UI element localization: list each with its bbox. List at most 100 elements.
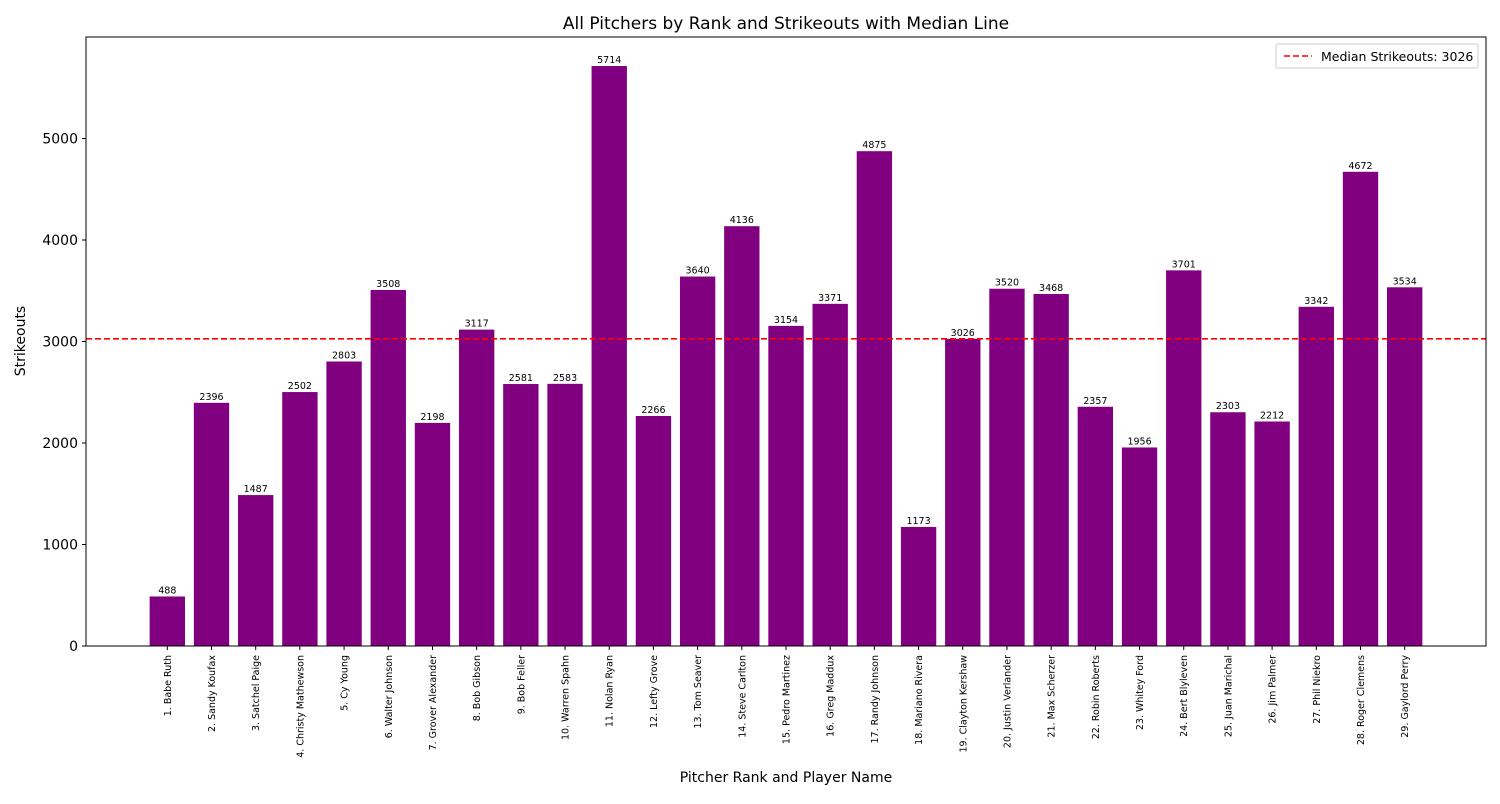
x-tick-label: 25. Juan Marichal (1223, 655, 1234, 737)
bar (945, 338, 981, 646)
data-label: 2212 (1260, 410, 1284, 421)
data-label: 4136 (730, 215, 754, 226)
bar (591, 66, 627, 647)
x-tick-label: 17. Randy Johnson (870, 655, 881, 743)
bar (503, 384, 539, 646)
y-tick-label: 4000 (42, 233, 78, 249)
bar (1121, 447, 1158, 646)
data-label: 3117 (465, 319, 489, 330)
bar (547, 383, 583, 646)
data-label: 2198 (420, 412, 444, 423)
x-tick-label: 8. Bob Gibson (472, 655, 483, 721)
bar (1254, 421, 1290, 646)
bar (1387, 287, 1423, 646)
x-tick-label: 9. Bob Feller (516, 655, 527, 714)
x-tick-label: 18. Mariano Rivera (914, 655, 925, 745)
x-tick-label: 15. Pedro Martinez (782, 655, 793, 744)
bar (458, 329, 495, 646)
x-tick-label: 11. Nolan Ryan (605, 655, 616, 727)
data-label: 3371 (818, 293, 842, 304)
x-tick-label: 2. Sandy Koufax (207, 655, 218, 732)
chart-title: All Pitchers by Rank and Strikeouts with… (563, 14, 1009, 34)
bar (326, 361, 362, 646)
data-label: 3468 (1039, 283, 1063, 294)
legend: Median Strikeouts: 3026 (1275, 43, 1479, 69)
data-label: 3701 (1172, 259, 1196, 270)
data-label: 3520 (995, 278, 1019, 289)
bar (1298, 306, 1334, 646)
x-tick-label: 1. Babe Ruth (163, 655, 174, 716)
y-tick-label: 1000 (42, 538, 78, 554)
y-tick-label: 3000 (42, 335, 78, 351)
bar (1342, 171, 1379, 647)
x-tick-label: 23. Whitey Ford (1135, 655, 1146, 730)
data-label: 4875 (862, 140, 886, 151)
x-tick-label: 28. Roger Clemens (1356, 655, 1367, 745)
bar (679, 276, 716, 646)
x-axis-label: Pitcher Rank and Player Name (680, 770, 892, 786)
data-label: 2581 (509, 373, 533, 384)
y-tick-label: 0 (69, 639, 78, 655)
bar (149, 596, 185, 646)
bar (282, 392, 318, 646)
data-label: 3534 (1393, 276, 1417, 287)
bar (1033, 293, 1069, 646)
data-label: 488 (158, 585, 176, 596)
data-label: 3026 (951, 328, 975, 339)
x-tick-label: 20. Justin Verlander (1002, 655, 1013, 748)
x-tick-label: 22. Robin Roberts (1091, 655, 1102, 739)
bar (989, 288, 1025, 646)
bar (1077, 406, 1114, 646)
bar (812, 303, 848, 646)
x-tick-label: 10. Warren Spahn (561, 655, 572, 740)
bar (414, 422, 451, 646)
x-tick-label: 21. Max Scherzer (1047, 655, 1058, 738)
bar (768, 325, 804, 646)
bar (1210, 412, 1246, 646)
bar (370, 289, 406, 646)
plot-frame (85, 36, 1487, 647)
x-tick-label: 16. Greg Maddux (826, 655, 837, 737)
bar (856, 151, 893, 646)
data-label: 1487 (244, 484, 268, 495)
y-tick-label: 5000 (42, 132, 78, 148)
data-label: 3508 (376, 279, 400, 290)
y-tick-label: 2000 (42, 436, 78, 452)
data-label: 3154 (774, 315, 798, 326)
x-tick-label: 3. Satchel Paige (251, 655, 262, 731)
bar (724, 226, 760, 647)
bar (1166, 270, 1202, 646)
x-tick-label: 12. Lefty Grove (649, 655, 660, 728)
data-label: 4672 (1348, 161, 1372, 172)
data-label: 2502 (288, 381, 312, 392)
x-tick-label: 4. Christy Mathewson (295, 655, 306, 758)
x-tick-label: 14. Steve Carlton (737, 655, 748, 738)
x-tick-label: 5. Cy Young (340, 655, 351, 711)
data-label: 2266 (641, 405, 665, 416)
x-tick-label: 7. Grover Alexander (428, 655, 439, 751)
legend-label: Median Strikeouts: 3026 (1321, 49, 1473, 64)
data-label: 2357 (1083, 396, 1107, 407)
x-tick-label: 13. Tom Seaver (693, 655, 704, 729)
data-label: 5714 (597, 55, 621, 66)
y-axis-label: Strikeouts (13, 306, 29, 376)
x-tick-label: 24. Bert Blyleven (1179, 655, 1190, 737)
data-label: 2396 (199, 392, 223, 403)
bar (238, 495, 274, 646)
x-tick-label: 19. Clayton Kershaw (958, 655, 969, 753)
bar (635, 416, 672, 646)
x-tick-label: 27. Phil Niekro (1312, 655, 1323, 724)
data-label: 2803 (332, 350, 356, 361)
data-label: 2303 (1216, 401, 1240, 412)
data-label: 3640 (686, 266, 710, 277)
data-label: 2583 (553, 373, 577, 384)
bar (193, 402, 230, 646)
data-label: 1173 (906, 516, 930, 527)
x-tick-label: 29. Gaylord Perry (1400, 655, 1411, 738)
data-label: 1956 (1127, 436, 1151, 447)
bar (900, 526, 937, 646)
legend-box (1275, 43, 1479, 69)
x-tick-label: 6. Walter Johnson (384, 655, 395, 738)
data-label: 3342 (1304, 296, 1328, 307)
